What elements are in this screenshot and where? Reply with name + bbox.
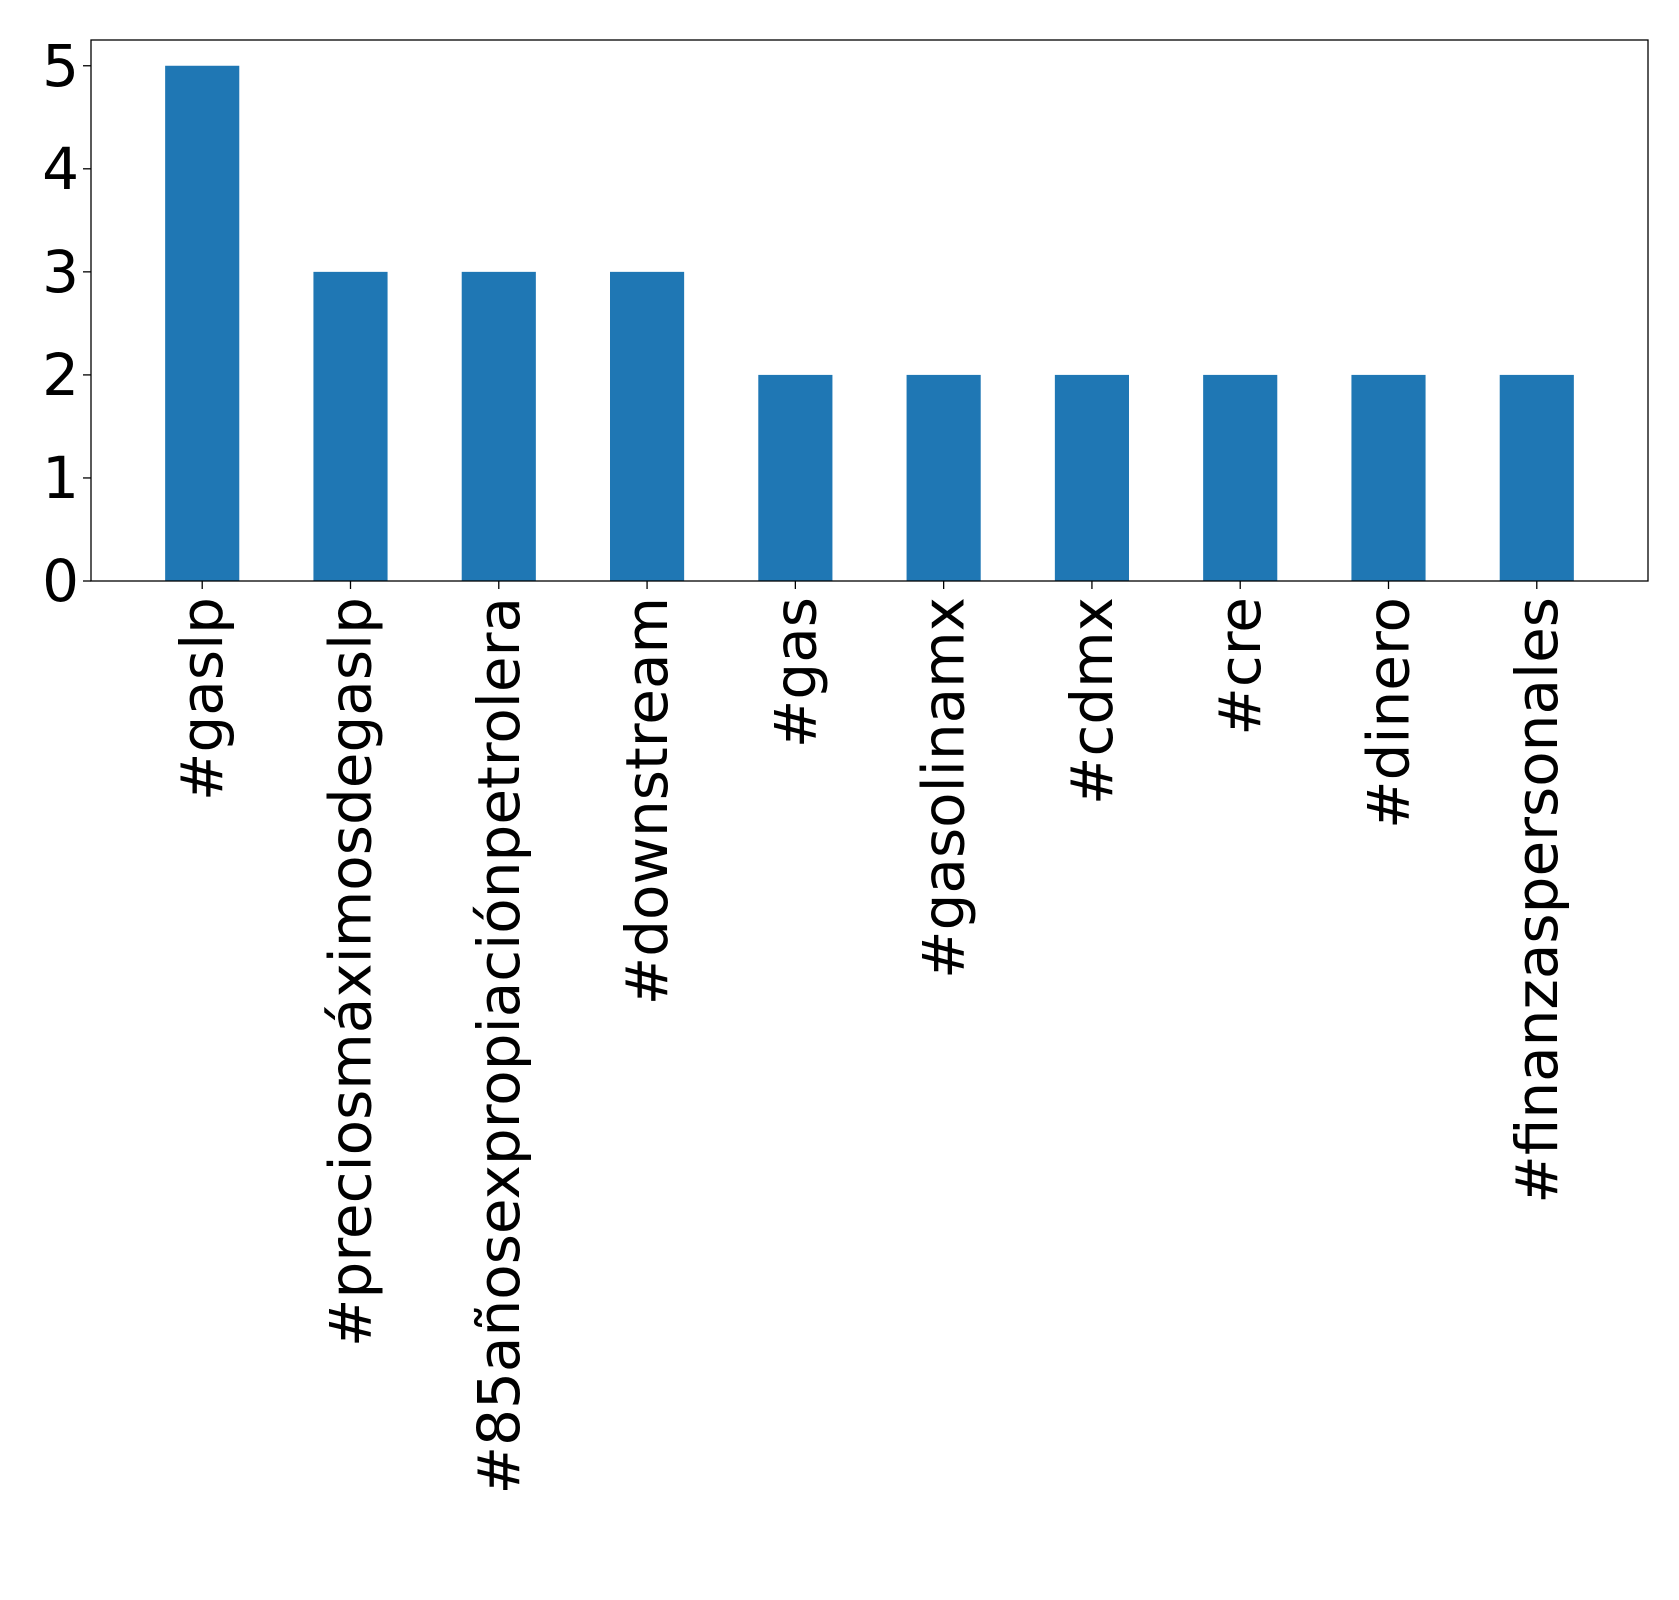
x-tick-label: #dinero <box>1355 597 1423 829</box>
x-tick-label: #gasolinamx <box>910 597 978 979</box>
x-tick-label: #preciosmáximosdegaslp <box>317 597 385 1347</box>
x-tick-label: #cre <box>1206 597 1274 736</box>
x-tick-label: #finanzaspersonales <box>1503 597 1571 1204</box>
bar-8 <box>1351 374 1426 581</box>
bar-4 <box>758 374 833 581</box>
bar-3 <box>610 271 685 581</box>
x-tick-label: #gas <box>761 597 829 748</box>
bars <box>165 65 1574 581</box>
y-tick-label: 3 <box>42 238 79 306</box>
y-tick-label: 0 <box>42 547 79 615</box>
bar-7 <box>1203 374 1278 581</box>
y-tick-label: 2 <box>42 341 79 409</box>
y-tick-label: 1 <box>42 444 79 512</box>
y-tick-label: 5 <box>42 32 79 100</box>
y-axis: 0 1 2 3 4 5 <box>42 32 91 615</box>
plot-frame <box>90 39 1649 582</box>
x-axis: #gaslp #preciosmáximosdegaslp #85añosexpro… <box>168 581 1571 1494</box>
bar-6 <box>1054 374 1129 581</box>
y-tick-label: 4 <box>42 135 79 203</box>
x-tick-label: #cdmx <box>1058 597 1126 805</box>
bar-0 <box>165 65 240 581</box>
x-tick-label: #gaslp <box>168 597 236 801</box>
bar-9 <box>1499 374 1574 581</box>
bar-5 <box>906 374 981 581</box>
x-tick-label: #downstream <box>613 597 681 1005</box>
bar-1 <box>313 271 388 581</box>
bar-2 <box>461 271 536 581</box>
x-tick-label: #85añosexpropiaciónpetrolera <box>465 597 533 1494</box>
